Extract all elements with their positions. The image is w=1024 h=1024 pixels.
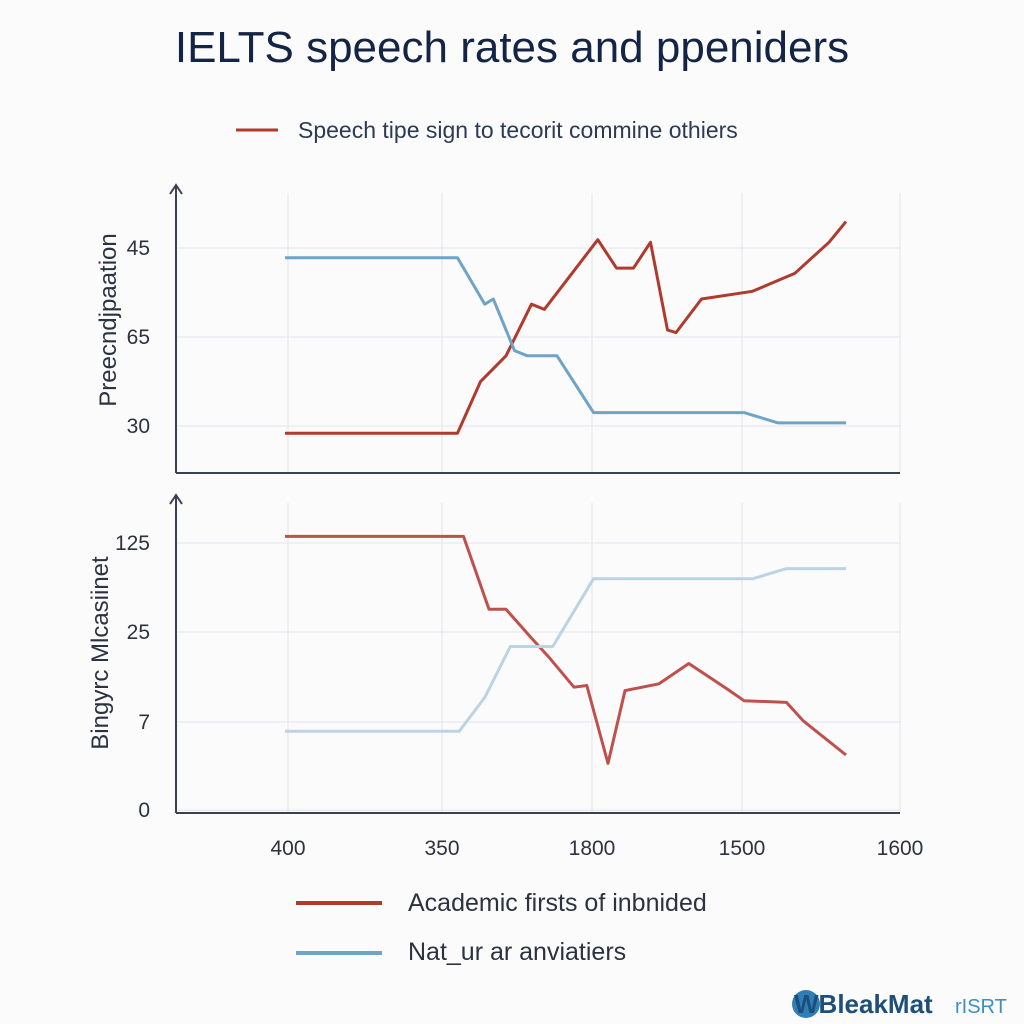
top-series-line-1 bbox=[285, 256, 846, 425]
x-tick-label: 350 bbox=[424, 837, 459, 860]
bottom-y-tick-label: 0 bbox=[138, 799, 150, 822]
legend-label-natural: Nat_ur ar anviatiers bbox=[408, 938, 626, 966]
top-y-tick-label: 45 bbox=[127, 237, 150, 260]
bottom-series-line-1 bbox=[285, 567, 846, 733]
bottom-y-tick-label: 7 bbox=[138, 711, 150, 734]
watermark-subtext: rISRT bbox=[955, 996, 1007, 1018]
chart-title: IELTS speech rates and ppeniders bbox=[175, 23, 849, 72]
bottom-panel: 125 25 7 0 400 350 1800 1500 1600 bbox=[115, 493, 924, 860]
top-y-axis-arrow bbox=[169, 183, 183, 195]
top-series-line-0 bbox=[285, 220, 848, 435]
bottom-series-line-0 bbox=[285, 534, 847, 765]
x-tick-label: 1600 bbox=[877, 837, 924, 860]
bottom-y-tick-label: 25 bbox=[127, 621, 150, 644]
x-tick-label: 400 bbox=[270, 837, 305, 860]
top-y-tick-label: 30 bbox=[127, 415, 150, 438]
bottom-y-axis-arrow bbox=[169, 493, 183, 505]
legend-label-academic: Academic firsts of inbnided bbox=[408, 889, 707, 917]
top-panel: 45 65 30 bbox=[127, 183, 901, 474]
watermark-logo: WBleakMat rISRT bbox=[792, 989, 1007, 1019]
top-y-axis-label: Preecndjpaation bbox=[95, 233, 122, 406]
watermark-icon bbox=[792, 990, 820, 1018]
bottom-y-axis-label: Bingyrc Mlcasiinet bbox=[87, 556, 114, 750]
x-tick-label: 1800 bbox=[569, 837, 616, 860]
top-y-tick-label: 65 bbox=[127, 326, 150, 349]
top-legend-label: Speech tipe sign to tecorit commine othi… bbox=[298, 117, 738, 143]
bottom-y-tick-label: 125 bbox=[115, 532, 150, 555]
x-tick-label: 1500 bbox=[719, 837, 766, 860]
watermark-text: WBleakMat bbox=[794, 989, 933, 1019]
